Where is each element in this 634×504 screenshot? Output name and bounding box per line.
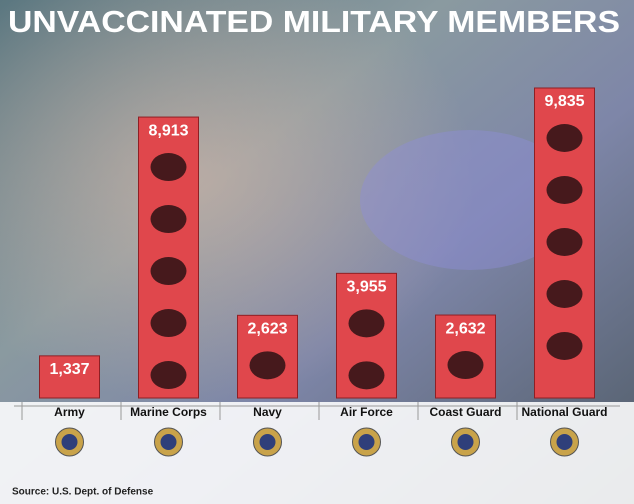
- emblem-inner: [160, 434, 177, 450]
- icon: [150, 361, 187, 390]
- x-tick-label: Air Force: [340, 405, 393, 419]
- x-tick-label: Army: [54, 405, 85, 419]
- emblem-inner: [556, 434, 573, 450]
- emblem-inner: [358, 434, 375, 450]
- icon: [249, 351, 286, 380]
- source-note: Source: U.S. Dept. of Defense: [12, 487, 154, 498]
- background-blur: [360, 130, 580, 270]
- value-label: 1,337: [49, 361, 89, 378]
- bar: [39, 355, 100, 399]
- x-tick-label: National Guard: [521, 405, 607, 419]
- emblem-inner: [61, 434, 78, 450]
- value-label: 8,913: [148, 122, 188, 139]
- icon: [150, 153, 187, 182]
- icon: [546, 280, 583, 308]
- value-label: 2,632: [445, 320, 485, 337]
- x-tick-label: Marine Corps: [130, 405, 207, 419]
- icon: [150, 309, 187, 338]
- value-label: 3,955: [346, 279, 386, 296]
- chart-title: UNVACCINATED MILITARY MEMBERS: [8, 4, 620, 39]
- icon: [150, 205, 187, 234]
- icon: [348, 309, 385, 338]
- icon: [546, 228, 583, 256]
- x-tick-label: Coast Guard: [429, 405, 501, 419]
- value-label: 9,835: [544, 93, 584, 110]
- icon: [150, 257, 187, 286]
- value-label: 2,623: [247, 321, 287, 338]
- label-band: [0, 402, 634, 504]
- icon: [348, 361, 385, 390]
- icon: [546, 176, 583, 204]
- emblem-inner: [457, 434, 474, 450]
- icon: [546, 332, 583, 360]
- icon: [447, 351, 484, 380]
- icon: [546, 124, 583, 152]
- emblem-inner: [259, 434, 276, 450]
- x-tick-label: Navy: [253, 405, 282, 419]
